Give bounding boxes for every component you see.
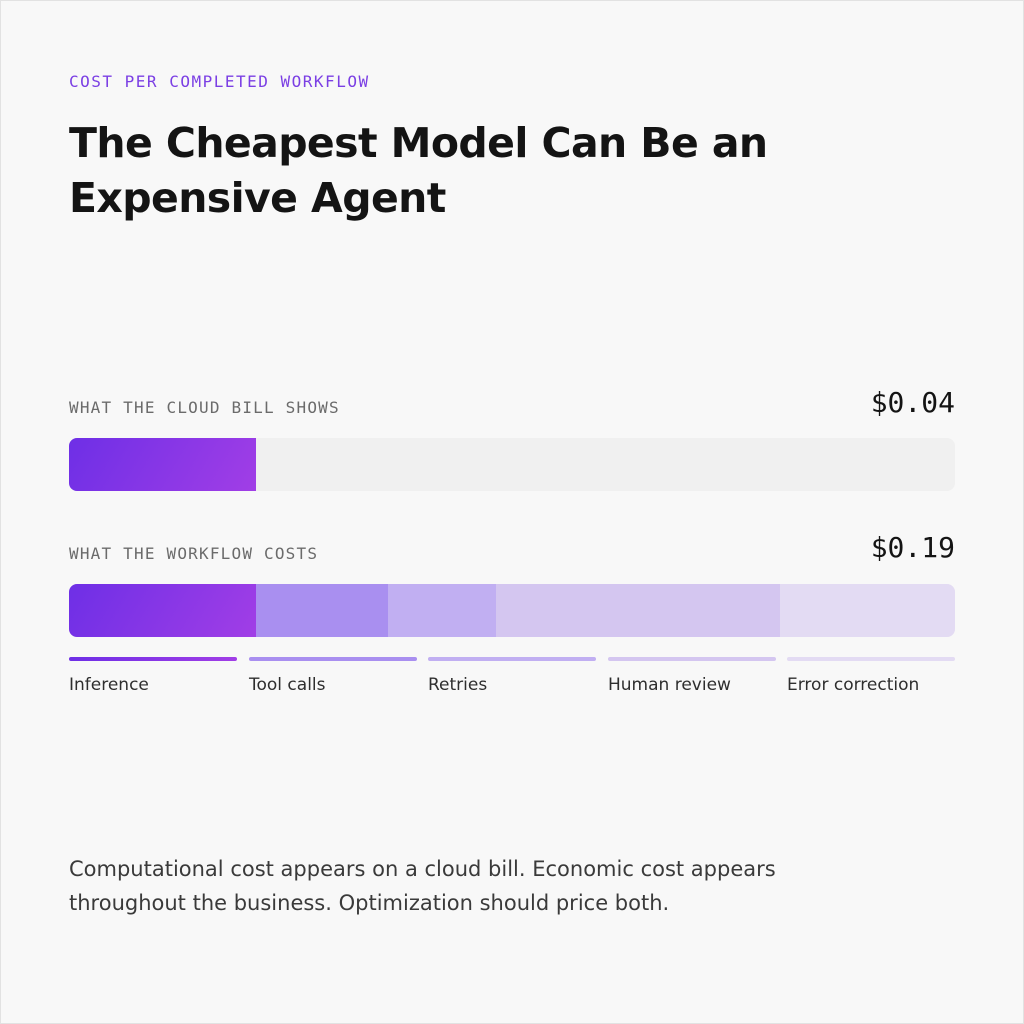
legend-swatch (69, 657, 237, 661)
legend-swatch (787, 657, 955, 661)
bar-segment-retries (388, 584, 496, 637)
legend-item-human-review: Human review (608, 657, 776, 695)
caption-text: Computational cost appears on a cloud bi… (69, 857, 776, 915)
legend: Inference Tool calls Retries Human review Er… (69, 657, 955, 707)
bar-track-workflow (69, 584, 955, 637)
bar-segment-inference (69, 584, 256, 637)
legend-label: Human review (608, 675, 731, 695)
legend-item-retries: Retries (428, 657, 596, 695)
row-label-workflow: WHAT THE WORKFLOW COSTS (69, 544, 319, 563)
bar-segment-inference (69, 438, 256, 491)
bar-segment-human-review (496, 584, 780, 637)
eyebrow-label: COST PER COMPLETED WORKFLOW (69, 72, 370, 91)
legend-label: Retries (428, 675, 488, 695)
row-value-workflow: $0.19 (870, 531, 955, 564)
page-title: The Cheapest Model Can Be an Expensive A… (69, 119, 768, 222)
legend-item-tool-calls: Tool calls (249, 657, 417, 695)
legend-item-error-correction: Error correction (787, 657, 955, 695)
legend-label: Error correction (787, 675, 920, 695)
row-label-cloud-bill: WHAT THE CLOUD BILL SHOWS (69, 398, 340, 417)
legend-swatch (249, 657, 417, 661)
legend-swatch (608, 657, 776, 661)
bar-segment-tool-calls (256, 584, 388, 637)
bar-track-cloud-bill (69, 438, 955, 491)
legend-item-inference: Inference (69, 657, 237, 695)
bar-segment-error-correction (780, 584, 955, 637)
legend-swatch (428, 657, 596, 661)
legend-label: Tool calls (249, 675, 326, 695)
row-value-cloud-bill: $0.04 (870, 386, 955, 419)
legend-label: Inference (69, 675, 149, 695)
